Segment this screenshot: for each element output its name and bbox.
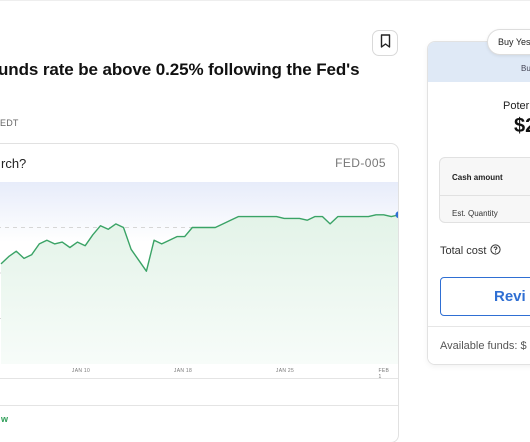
market-ticker: FED-005 (335, 156, 386, 170)
price-chart[interactable] (0, 182, 398, 378)
order-panel-body (428, 82, 530, 364)
current-price-dot (395, 211, 398, 219)
total-cost-row: Total cost (440, 244, 502, 258)
chart-card: rch? FED-005 JAN 10 JAN 18 JAN 25 (0, 143, 399, 442)
available-funds: Available funds: $ (440, 340, 527, 352)
row-divider (0, 405, 398, 406)
buy-yes-label: Buy Yes (498, 37, 530, 47)
review-button[interactable]: Revi (440, 277, 530, 316)
price-chart-svg (0, 182, 398, 364)
quantity-field[interactable]: Est. Quantity (452, 209, 498, 218)
top-divider (0, 0, 530, 1)
question-circle-icon[interactable] (490, 244, 502, 258)
panel-divider (428, 326, 530, 327)
payout-label: Poter (503, 100, 530, 112)
price-area (1, 214, 398, 364)
view-more-link[interactable]: w (1, 414, 9, 424)
buy-yes-tab[interactable]: Buy Yes (487, 29, 530, 55)
price-line (0, 214, 398, 272)
x-tick-label: JAN 10 (71, 368, 91, 374)
inputs-divider (440, 195, 530, 196)
order-inputs: Cash amount Est. Quantity (439, 157, 530, 223)
payout-value: $2 (514, 115, 530, 137)
chart-bottom-divider (0, 378, 398, 379)
cash-amount-field[interactable]: Cash amount (452, 173, 503, 182)
side-tab-label[interactable]: Bu (521, 64, 530, 73)
chart-question: rch? (1, 156, 27, 171)
review-button-label: Revi (494, 288, 526, 305)
total-cost-label: Total cost (440, 245, 487, 257)
market-title: unds rate be above 0.25% following the F… (0, 60, 360, 79)
close-time: EDT (0, 118, 19, 128)
x-tick-label: JAN 18 (173, 368, 193, 374)
bookmark-icon (380, 33, 391, 53)
x-tick-label: FEB 1 (378, 368, 390, 380)
order-panel: Bu Poter $2 Cash amount Est. Quantity To… (427, 41, 530, 365)
x-tick-label: JAN 25 (275, 368, 295, 374)
bookmark-button[interactable] (372, 30, 398, 56)
